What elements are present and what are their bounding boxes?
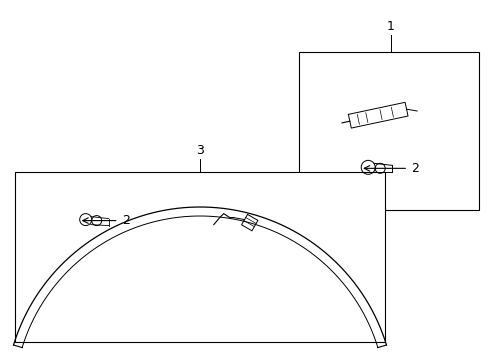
Text: 3: 3 xyxy=(196,144,203,157)
Text: 1: 1 xyxy=(386,20,394,33)
Bar xyxy=(298,52,478,210)
Text: 2: 2 xyxy=(122,214,129,227)
Bar xyxy=(15,172,384,342)
Text: 2: 2 xyxy=(410,162,418,175)
